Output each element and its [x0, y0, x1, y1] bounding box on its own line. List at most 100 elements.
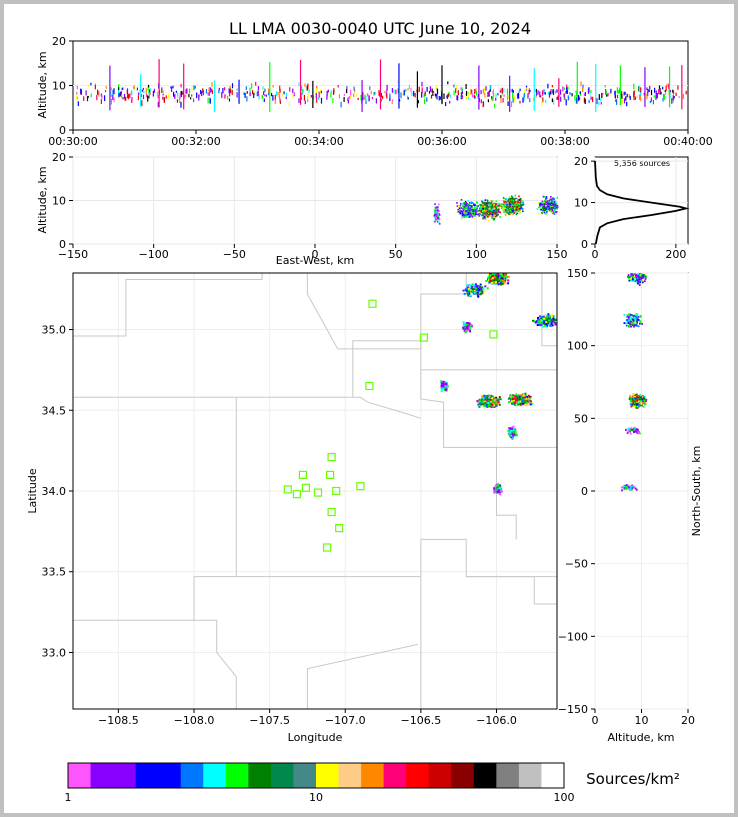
county-border-line	[306, 643, 418, 709]
source-point	[386, 88, 388, 93]
source-cell	[497, 283, 500, 286]
source-cell	[515, 208, 517, 211]
source-point	[487, 99, 489, 103]
source-cell	[491, 275, 494, 278]
source-point	[414, 92, 416, 98]
source-cell	[470, 211, 473, 214]
source-point	[349, 96, 351, 100]
source-cell	[543, 209, 546, 211]
source-cell	[518, 394, 521, 397]
source-point	[590, 89, 592, 93]
source-point	[201, 91, 203, 96]
source-cell	[435, 216, 438, 219]
source-point	[550, 89, 552, 95]
source-cell	[545, 197, 547, 200]
source-point	[184, 94, 186, 99]
source-point	[128, 94, 130, 100]
source-point	[96, 94, 98, 101]
source-cell	[504, 274, 507, 277]
source-cell	[493, 202, 496, 205]
source-cell	[446, 384, 448, 387]
source-cell	[513, 202, 516, 204]
source-cell	[492, 402, 495, 405]
source-cell	[549, 319, 552, 322]
source-cell	[485, 405, 488, 408]
source-cell	[466, 325, 469, 328]
altitude-time-ticks: 00:30:00 00:32:00 00:34:00 00:36:00 00:38:00…	[48, 35, 712, 148]
source-point	[421, 87, 423, 93]
source-cell	[630, 279, 633, 282]
source-point	[251, 83, 253, 89]
source-cell	[480, 207, 483, 210]
source-cell	[477, 403, 480, 406]
source-cell	[634, 324, 636, 327]
source-cell	[490, 204, 493, 207]
source-cell	[482, 208, 485, 210]
source-cell	[551, 208, 553, 210]
source-point	[553, 99, 555, 105]
source-point	[475, 88, 477, 93]
source-point	[180, 101, 182, 108]
source-point	[76, 85, 78, 90]
source-point	[418, 86, 420, 92]
source-cell	[465, 207, 468, 209]
source-cell	[476, 291, 479, 293]
source-point	[279, 94, 281, 101]
source-cell	[508, 206, 510, 208]
source-point	[179, 97, 181, 103]
source-cell	[504, 201, 506, 203]
source-cell	[499, 398, 502, 401]
source-cell	[500, 283, 502, 286]
source-point	[207, 92, 209, 96]
source-cell	[444, 382, 447, 385]
source-cell	[511, 402, 513, 405]
source-cell	[473, 288, 476, 291]
source-point	[492, 89, 494, 93]
source-cell	[475, 213, 478, 215]
source-cell	[633, 323, 636, 326]
source-cell	[478, 405, 481, 408]
source-point	[221, 92, 223, 98]
source-point	[497, 93, 499, 96]
source-point	[541, 90, 544, 96]
source-point	[249, 87, 251, 92]
source-point	[330, 90, 332, 94]
source-cell	[434, 212, 436, 215]
source-point	[326, 95, 328, 100]
source-cell	[459, 209, 461, 212]
source-cell	[544, 209, 547, 212]
source-cell	[509, 429, 512, 432]
source-cell	[483, 402, 486, 405]
source-cell	[541, 315, 544, 318]
source-cell	[642, 273, 645, 276]
source-cell	[509, 197, 511, 200]
source-point	[576, 97, 578, 104]
source-cell	[437, 209, 439, 212]
source-cell	[551, 316, 554, 319]
source-cell	[488, 210, 490, 212]
source-point	[85, 90, 87, 96]
source-cell	[542, 206, 545, 208]
source-cell	[554, 323, 557, 326]
source-cell	[493, 275, 496, 278]
source-point	[301, 85, 303, 91]
source-cell	[512, 211, 514, 213]
source-cell	[470, 324, 473, 327]
source-point	[121, 94, 123, 99]
source-cell	[641, 323, 643, 325]
source-point	[209, 87, 211, 93]
source-cell	[491, 395, 494, 398]
source-point	[400, 92, 402, 99]
source-cell	[511, 401, 514, 404]
source-point	[293, 92, 296, 96]
source-point	[205, 89, 208, 94]
source-cell	[496, 402, 499, 405]
source-cell	[502, 197, 505, 199]
source-cell	[538, 323, 541, 326]
lma-station-marker	[335, 523, 344, 533]
source-cell	[632, 278, 634, 281]
source-point	[537, 90, 539, 95]
source-cell	[488, 396, 491, 399]
source-point	[395, 89, 397, 95]
source-cell	[519, 208, 521, 210]
